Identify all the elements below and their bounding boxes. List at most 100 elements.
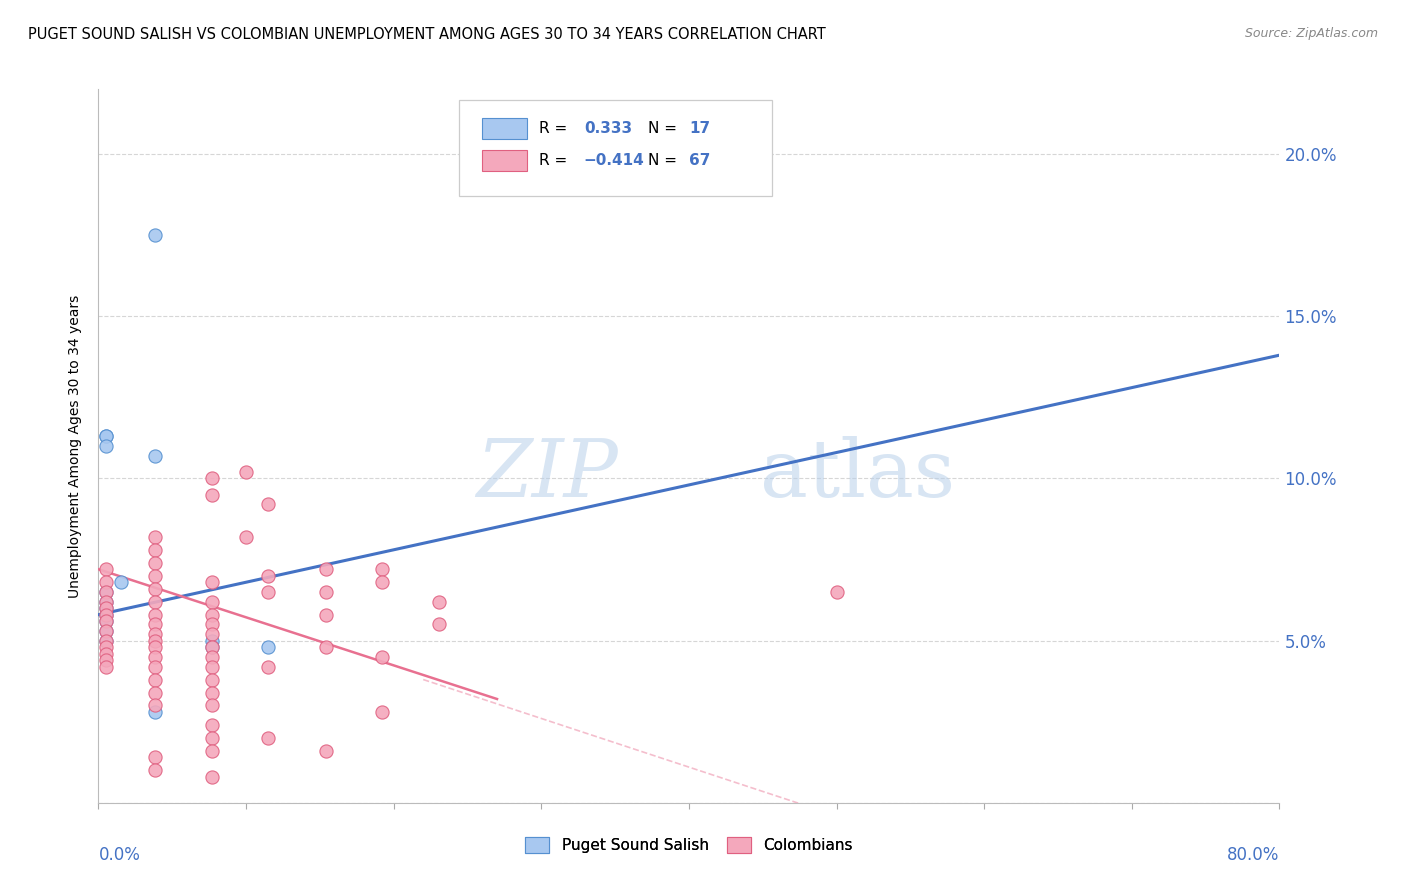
Text: 67: 67 [689, 153, 710, 168]
Point [371, 649, 394, 664]
Point [143, 595, 166, 609]
Point [143, 764, 166, 778]
Point [315, 640, 337, 654]
Point [94, 614, 117, 628]
Point [429, 595, 451, 609]
Point [94, 601, 117, 615]
Point [257, 659, 280, 673]
Point [94, 429, 117, 443]
Point [201, 731, 224, 745]
Point [94, 585, 117, 599]
Point [143, 698, 166, 713]
Text: 80.0%: 80.0% [1227, 846, 1279, 863]
Point [143, 705, 166, 719]
Point [201, 595, 224, 609]
Point [94, 633, 117, 648]
Point [235, 465, 257, 479]
Text: atlas: atlas [759, 435, 955, 514]
Point [143, 750, 166, 764]
FancyBboxPatch shape [458, 100, 772, 196]
Point [143, 582, 166, 596]
Point [143, 649, 166, 664]
Point [257, 497, 280, 511]
Point [143, 640, 166, 654]
Point [143, 633, 166, 648]
Point [257, 731, 280, 745]
Point [257, 568, 280, 582]
Point [94, 439, 117, 453]
Y-axis label: Unemployment Among Ages 30 to 34 years: Unemployment Among Ages 30 to 34 years [69, 294, 83, 598]
Point [315, 744, 337, 758]
Point [110, 575, 132, 590]
Point [143, 673, 166, 687]
Point [94, 601, 117, 615]
Point [94, 624, 117, 638]
Text: R =: R = [538, 121, 572, 136]
Point [143, 542, 166, 557]
Point [94, 640, 117, 654]
Point [94, 607, 117, 622]
Text: N =: N = [648, 121, 682, 136]
Point [143, 685, 166, 699]
Point [94, 595, 117, 609]
Point [94, 624, 117, 638]
Point [94, 614, 117, 628]
Point [143, 617, 166, 632]
Point [143, 530, 166, 544]
Point [94, 595, 117, 609]
Point [201, 617, 224, 632]
Point [201, 633, 224, 648]
Point [315, 607, 337, 622]
Point [143, 449, 166, 463]
Point [201, 575, 224, 590]
Text: 17: 17 [689, 121, 710, 136]
Point [371, 705, 394, 719]
FancyBboxPatch shape [482, 118, 527, 139]
Point [94, 429, 117, 443]
Point [371, 562, 394, 576]
Point [143, 607, 166, 622]
Point [143, 568, 166, 582]
Text: Source: ZipAtlas.com: Source: ZipAtlas.com [1244, 27, 1378, 40]
Point [201, 744, 224, 758]
Text: −0.414: −0.414 [583, 153, 644, 168]
Point [201, 698, 224, 713]
Point [201, 607, 224, 622]
Point [257, 585, 280, 599]
Point [201, 770, 224, 784]
Point [429, 617, 451, 632]
Point [315, 585, 337, 599]
FancyBboxPatch shape [482, 150, 527, 171]
Point [201, 471, 224, 485]
Point [235, 530, 257, 544]
Legend: Puget Sound Salish, Colombians: Puget Sound Salish, Colombians [519, 830, 859, 859]
Text: PUGET SOUND SALISH VS COLOMBIAN UNEMPLOYMENT AMONG AGES 30 TO 34 YEARS CORRELATI: PUGET SOUND SALISH VS COLOMBIAN UNEMPLOY… [28, 27, 825, 42]
Point [201, 627, 224, 641]
Point [94, 562, 117, 576]
Point [94, 633, 117, 648]
Text: R =: R = [538, 153, 572, 168]
Point [201, 685, 224, 699]
Point [94, 653, 117, 667]
Point [94, 585, 117, 599]
Text: ZIP: ZIP [477, 436, 619, 513]
Point [825, 585, 848, 599]
Point [94, 659, 117, 673]
Point [201, 659, 224, 673]
Point [143, 659, 166, 673]
Point [143, 627, 166, 641]
Text: 0.333: 0.333 [583, 121, 631, 136]
Point [371, 575, 394, 590]
Point [201, 640, 224, 654]
Point [315, 562, 337, 576]
Point [201, 488, 224, 502]
Point [94, 607, 117, 622]
Point [94, 647, 117, 661]
Point [201, 718, 224, 732]
Point [143, 556, 166, 570]
Point [94, 575, 117, 590]
Point [257, 640, 280, 654]
Point [201, 673, 224, 687]
Text: N =: N = [648, 153, 682, 168]
Text: 0.0%: 0.0% [98, 846, 141, 863]
